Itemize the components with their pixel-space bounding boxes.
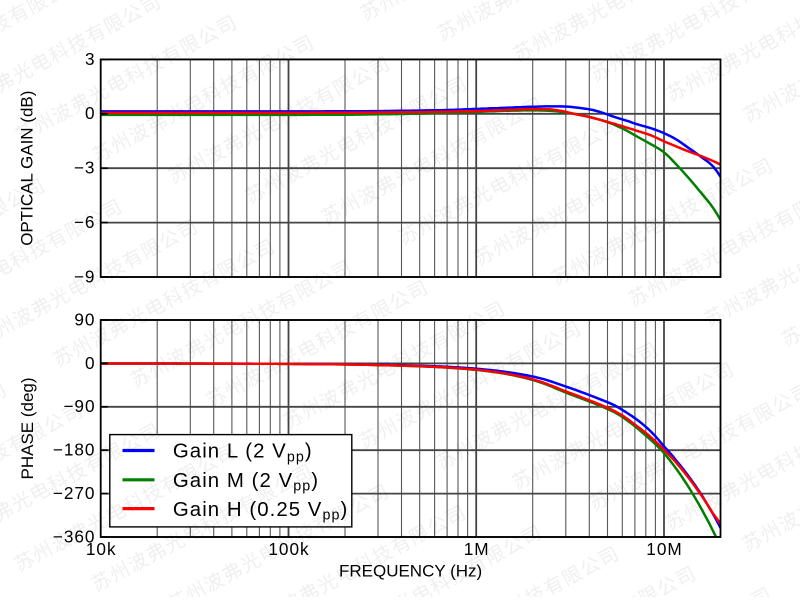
svg-text:90: 90 xyxy=(74,309,95,329)
svg-text:−90: −90 xyxy=(63,396,95,416)
svg-text:−360: −360 xyxy=(53,526,96,546)
svg-text:FREQUENCY (Hz): FREQUENCY (Hz) xyxy=(339,562,482,581)
svg-text:−9: −9 xyxy=(74,266,96,286)
svg-text:−3: −3 xyxy=(74,158,96,178)
svg-text:100k: 100k xyxy=(268,539,309,559)
svg-text:−180: −180 xyxy=(53,440,96,460)
svg-text:Gain H (0.25 Vpp): Gain H (0.25 Vpp) xyxy=(173,499,348,524)
svg-text:PHASE (deg): PHASE (deg) xyxy=(18,377,37,479)
svg-text:−6: −6 xyxy=(74,212,96,232)
svg-text:3: 3 xyxy=(85,49,96,69)
svg-text:0: 0 xyxy=(85,353,96,373)
svg-text:10k: 10k xyxy=(86,539,117,559)
svg-text:OPTICAL GAIN (dB): OPTICAL GAIN (dB) xyxy=(18,91,37,246)
svg-text:−270: −270 xyxy=(53,483,96,503)
svg-text:10M: 10M xyxy=(646,539,682,559)
svg-text:1M: 1M xyxy=(464,539,490,559)
svg-text:0: 0 xyxy=(85,103,96,123)
